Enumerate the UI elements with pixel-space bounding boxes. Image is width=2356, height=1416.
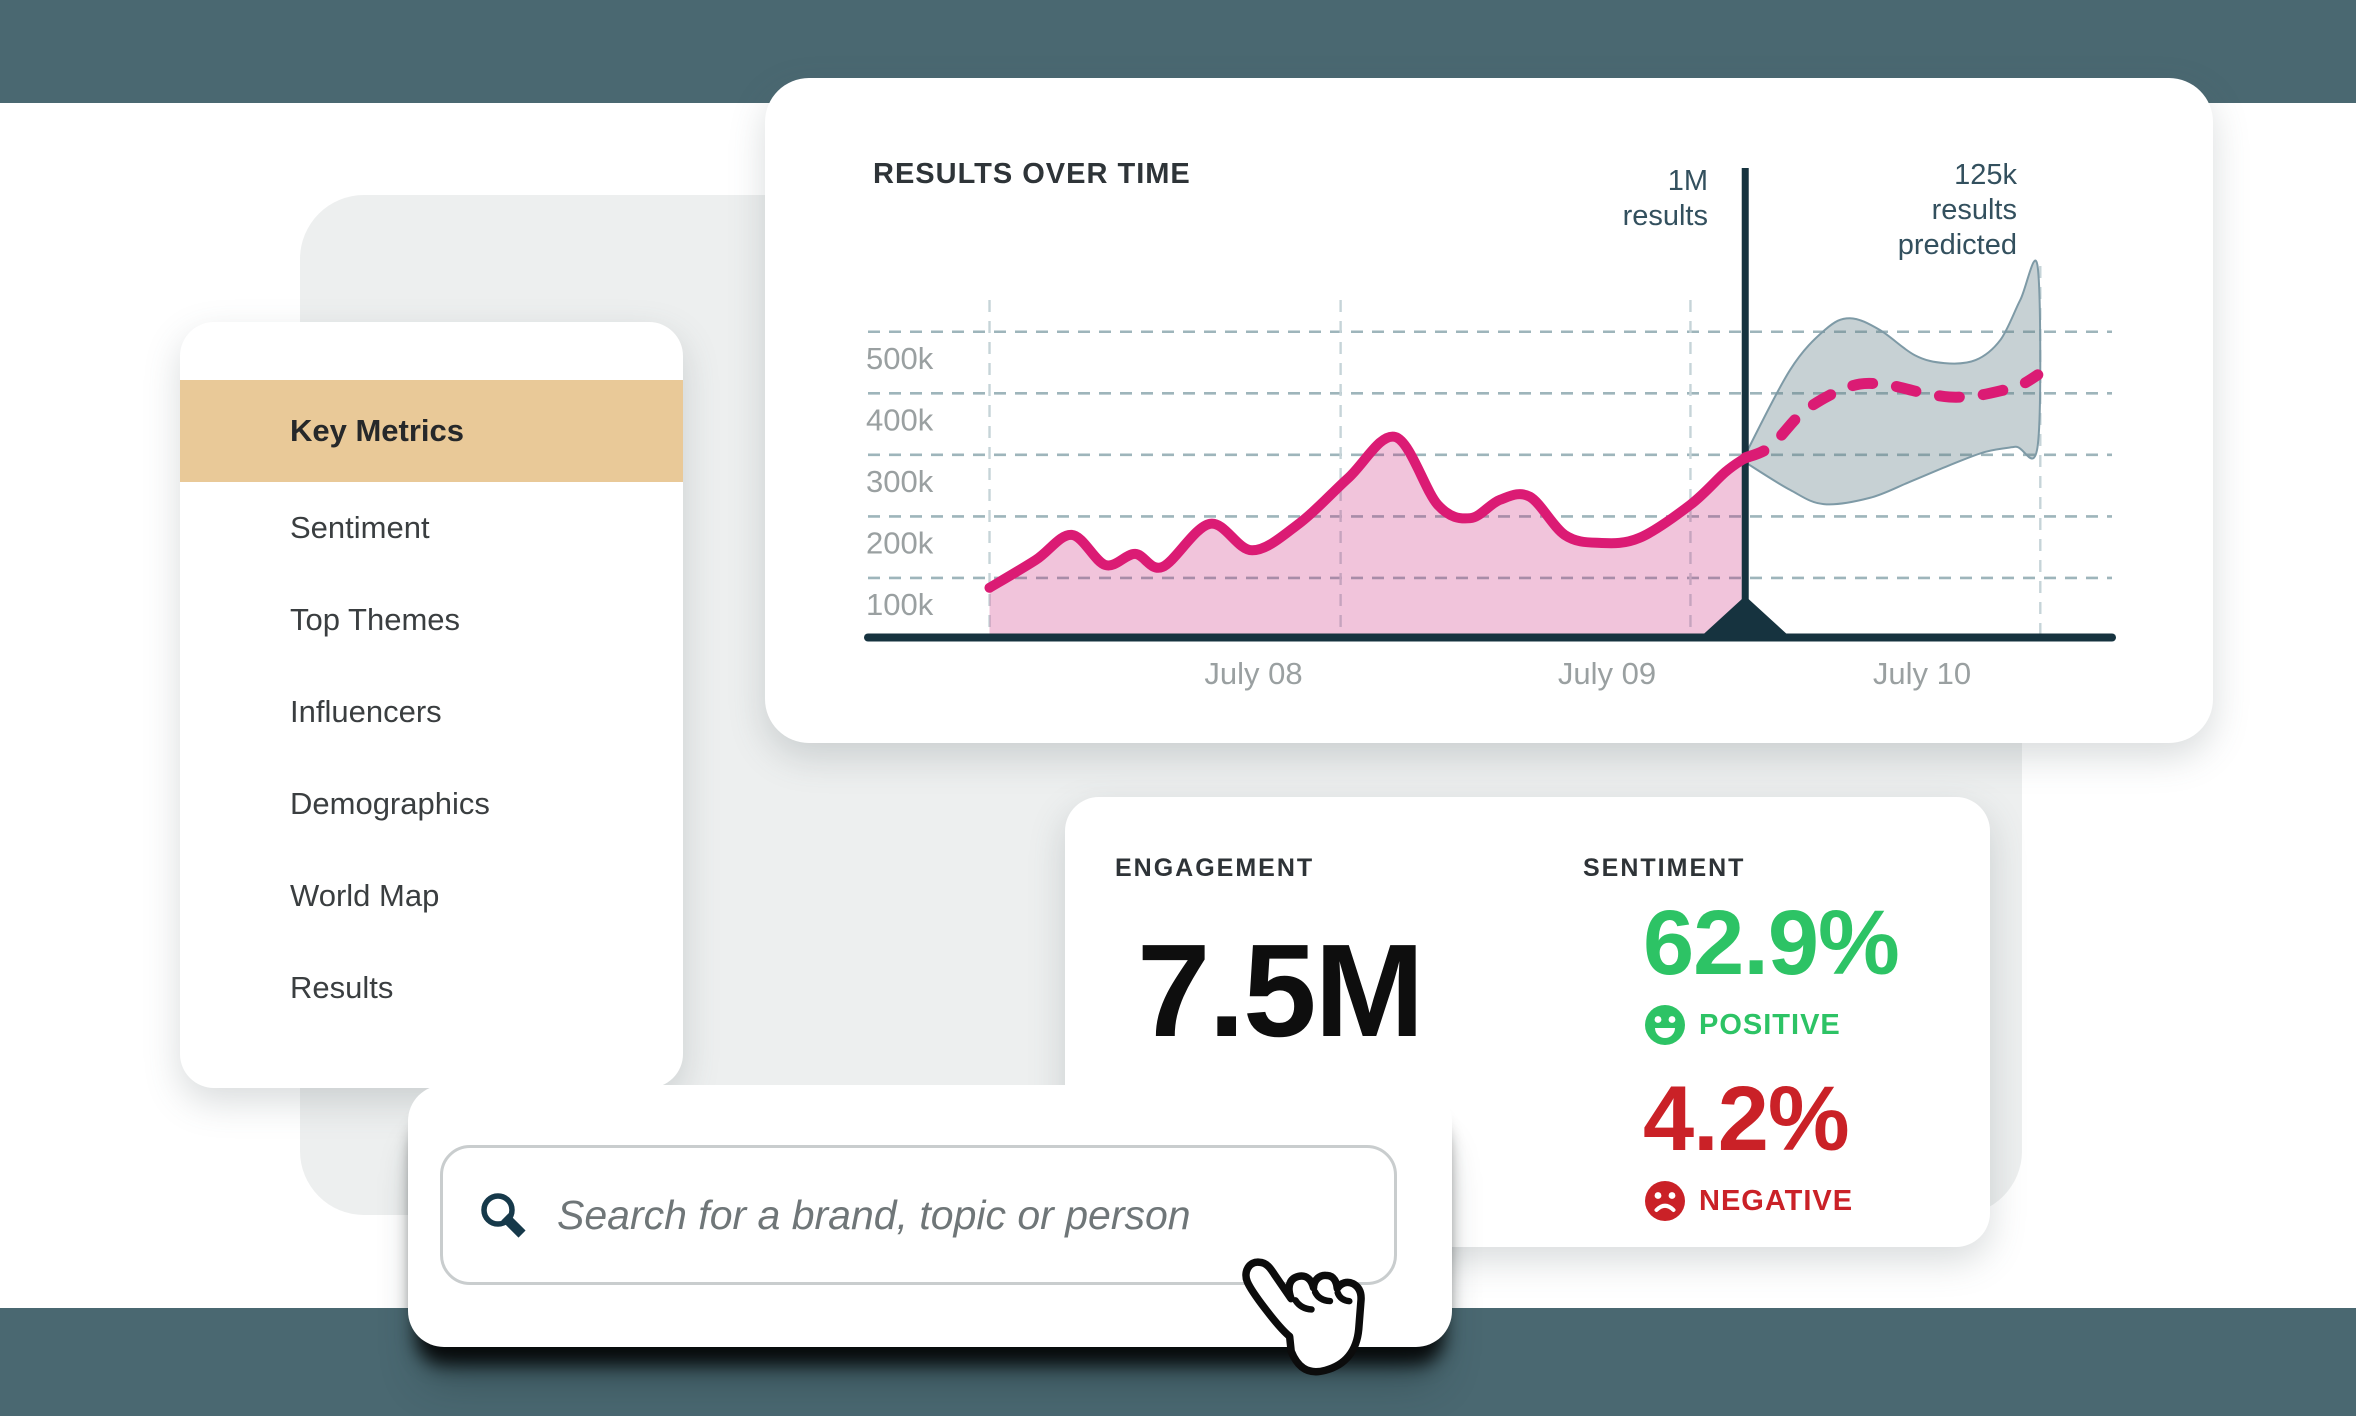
svg-text:July 10: July 10 (1873, 656, 1971, 691)
sidebar-item-key-metrics[interactable]: Key Metrics (180, 380, 683, 482)
hand-cursor-icon (1242, 1258, 1365, 1376)
svg-text:100k: 100k (866, 587, 934, 622)
svg-text:400k: 400k (866, 402, 934, 437)
positive-row: POSITIVE (1643, 1003, 1841, 1047)
chart-title: RESULTS OVER TIME (873, 158, 1191, 190)
svg-text:300k: 300k (866, 464, 934, 499)
smiley-face-icon (1645, 1005, 1685, 1045)
negative-row: NEGATIVE (1643, 1179, 1853, 1223)
search-input[interactable] (555, 1190, 1374, 1240)
negative-label: NEGATIVE (1699, 1184, 1854, 1217)
sidebar-item-influencers[interactable]: Influencers (290, 694, 442, 729)
sidebar-item-sentiment[interactable]: Sentiment (290, 510, 430, 545)
sidebar-item-demographics[interactable]: Demographics (290, 786, 490, 821)
predicted-annotation: 125k results predicted (1830, 158, 2017, 263)
negative-value: 4.2% (1643, 1068, 1850, 1170)
positive-label: POSITIVE (1699, 1008, 1841, 1041)
engagement-label: ENGAGEMENT (1115, 854, 1315, 882)
positive-value: 62.9% (1643, 892, 1900, 994)
annotation-line: results (1931, 194, 2017, 226)
marker-annotation: 1M results (1540, 164, 1708, 234)
sidebar-item-world-map[interactable]: World Map (290, 878, 440, 913)
engagement-value: 7.5M (1137, 917, 1424, 1064)
annotation-line: results (1622, 200, 1708, 232)
search-icon (481, 1193, 526, 1238)
svg-text:July 09: July 09 (1558, 656, 1656, 691)
sentiment-label: SENTIMENT (1583, 854, 1746, 882)
stats-card: ENGAGEMENT 7.5M SENTIMENT 62.9% POSITIVE… (1065, 797, 1990, 1247)
svg-text:500k: 500k (866, 341, 934, 376)
results-over-time-card: RESULTS OVER TIME 500k 400k 300k 200k 100k Ju… (765, 78, 2213, 743)
sidebar-nav: Key Metrics Sentiment Top Themes Influen… (180, 322, 683, 1088)
svg-text:July 08: July 08 (1204, 656, 1302, 691)
sidebar-item-top-themes[interactable]: Top Themes (290, 602, 461, 637)
annotation-line: 1M (1667, 165, 1708, 197)
svg-text:200k: 200k (866, 525, 934, 560)
frowny-face-icon (1645, 1181, 1685, 1221)
annotation-line: predicted (1897, 229, 2017, 261)
search-box[interactable] (440, 1145, 1397, 1285)
results-over-time-chart: 500k 400k 300k 200k 100k July 08 July 09 July 1… (864, 168, 2116, 691)
sidebar-item-results[interactable]: Results (290, 970, 394, 1005)
annotation-line: 125k (1954, 159, 2017, 191)
search-card (408, 1085, 1452, 1347)
